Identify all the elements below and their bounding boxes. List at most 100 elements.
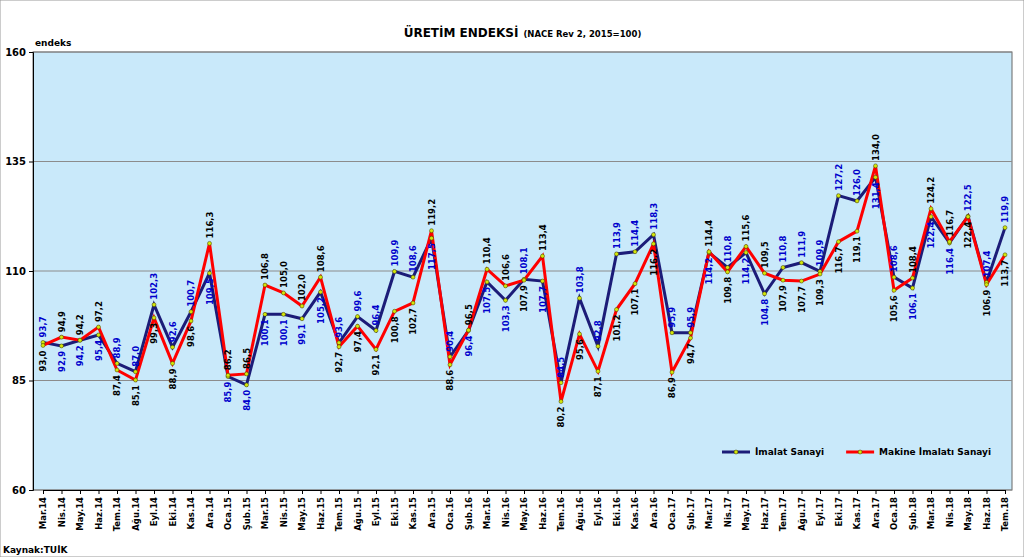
marker — [374, 347, 378, 351]
marker — [374, 329, 378, 333]
marker — [800, 261, 804, 265]
legend: İmalat SanayiMakine İmalatı Sanayi — [722, 447, 991, 457]
tick-label: Tem.17 — [778, 497, 788, 531]
tick: Ara.14 — [205, 490, 215, 529]
marker — [152, 303, 156, 307]
tick-mark — [413, 490, 414, 494]
tick-label: Şub.15 — [242, 497, 252, 530]
grid-line — [33, 52, 1012, 53]
tick-label: Mar.14 — [38, 497, 48, 529]
tick: Haz.18 — [982, 490, 992, 530]
data-label: 85,1 — [131, 385, 141, 406]
tick: Kas.17 — [852, 490, 862, 529]
legend-swatch — [846, 451, 874, 454]
tick-mark — [672, 490, 673, 494]
tick: Ağu.14 — [131, 490, 141, 531]
tick: Tem.16 — [556, 490, 566, 531]
data-label: 96,4 — [464, 335, 474, 356]
tick: Nis.14 — [57, 490, 67, 527]
tick: Kas.16 — [630, 490, 640, 529]
tick-label: Haz.15 — [316, 497, 326, 530]
legend-item: İmalat Sanayi — [722, 447, 824, 457]
marker — [430, 229, 434, 233]
tick-mark — [913, 490, 914, 494]
data-label: 107,7 — [797, 286, 807, 313]
tick: Haz.17 — [760, 490, 770, 530]
series-line — [43, 177, 1005, 385]
tick-mark — [284, 490, 285, 494]
tick-mark — [543, 490, 544, 494]
tick-label: Oca.17 — [667, 497, 677, 530]
marker — [966, 214, 970, 218]
tick-label: Haz.16 — [538, 497, 548, 530]
tick-label: May.17 — [741, 497, 751, 531]
data-label: 93,6 — [334, 317, 344, 338]
tick-mark — [487, 490, 488, 494]
tick-label: Kas.15 — [408, 497, 418, 530]
tick: Ağu.17 — [797, 490, 807, 531]
data-label: 119,1 — [852, 236, 862, 263]
tick-label: 135 — [5, 156, 26, 167]
tick: Kas.15 — [408, 490, 418, 529]
tick-label: Mar.16 — [482, 497, 492, 529]
marker — [707, 251, 711, 255]
tick-mark — [561, 490, 562, 494]
data-label: 109,8 — [723, 277, 733, 304]
tick: Oca.17 — [667, 490, 677, 530]
background — [0, 0, 1024, 557]
data-label: 95,4 — [94, 340, 104, 361]
tick: Şub.18 — [908, 490, 918, 530]
data-label: 110,8 — [778, 236, 788, 263]
tick-mark — [29, 162, 33, 163]
data-label: 108,6 — [408, 245, 418, 272]
marker — [781, 278, 785, 282]
marker — [300, 304, 304, 308]
marker — [596, 369, 600, 373]
tick: Eki.16 — [612, 490, 622, 526]
tick-label: Ağu.17 — [797, 497, 807, 531]
marker — [485, 280, 489, 284]
legend-marker — [858, 450, 862, 454]
markers — [41, 164, 1007, 404]
tick-mark — [358, 490, 359, 494]
marker — [744, 244, 748, 248]
tick-label: May.18 — [963, 497, 973, 531]
marker — [800, 279, 804, 283]
title-group: ÜRETİM ENDEKSİ(NACE Rev 2, 2015=100) — [404, 25, 642, 40]
data-label: 108,4 — [908, 246, 918, 273]
tick: Tem.18 — [1000, 490, 1010, 531]
markers — [41, 175, 1007, 387]
data-label: 111,9 — [797, 231, 807, 258]
tick-label: Haz.18 — [982, 497, 992, 530]
marker — [1003, 226, 1007, 230]
tick: Ara.16 — [649, 490, 659, 529]
tick-label: Tem.14 — [112, 497, 122, 531]
grid — [33, 52, 1012, 490]
data-label: 116,7 — [834, 247, 844, 274]
marker — [263, 283, 267, 287]
data-label: 94,7 — [686, 343, 696, 364]
tick-label: Ağu.15 — [353, 497, 363, 531]
marker — [763, 271, 767, 275]
data-label: 110,8 — [723, 236, 733, 263]
plot-area — [33, 52, 1012, 490]
data-label: 92,8 — [593, 320, 603, 341]
marker — [504, 284, 508, 288]
marker — [245, 372, 249, 376]
tick: Eki.14 — [168, 490, 178, 526]
tick-mark — [820, 490, 821, 494]
tick-mark — [29, 490, 33, 491]
data-label: 110,4 — [482, 237, 492, 264]
tick-mark — [783, 490, 784, 494]
marker — [874, 164, 878, 168]
marker — [226, 373, 230, 377]
legend-marker — [734, 450, 738, 454]
marker — [578, 296, 582, 300]
marker — [615, 308, 619, 312]
grid-line — [33, 161, 1012, 162]
data-label: 87,4 — [112, 375, 122, 396]
marker — [633, 282, 637, 286]
tick: Oca.16 — [445, 490, 455, 530]
marker — [670, 331, 674, 335]
data-label: 102,7 — [408, 308, 418, 335]
